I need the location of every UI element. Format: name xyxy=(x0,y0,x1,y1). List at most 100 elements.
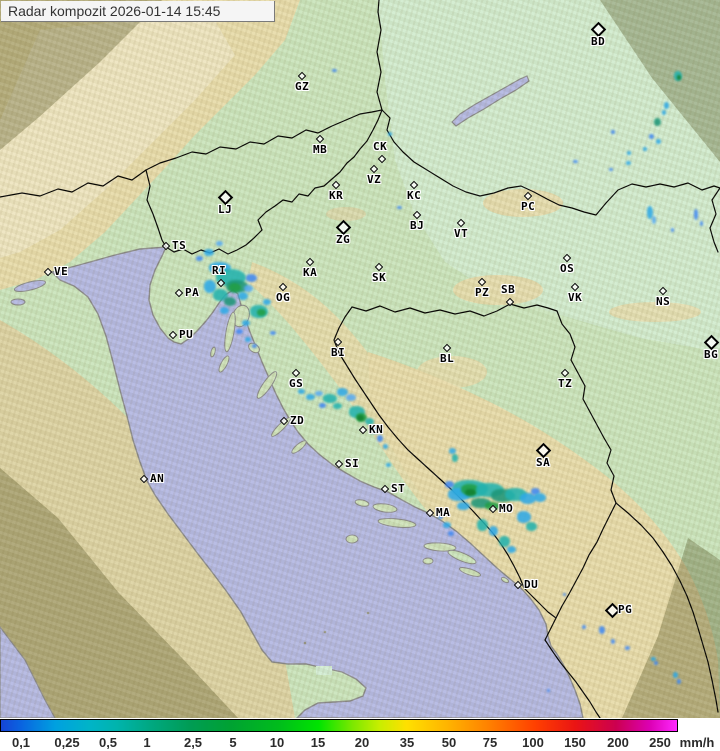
station-label-SB: SB xyxy=(501,283,516,296)
station-label-ZD: ZD xyxy=(290,414,305,427)
station-marker-RI xyxy=(216,278,225,287)
radar-echo xyxy=(336,388,348,396)
radar-echo xyxy=(464,488,476,496)
station-label-GZ: GZ xyxy=(295,80,310,93)
tyrrhenian-sea xyxy=(0,626,56,718)
legend-tick-10: 10 xyxy=(269,735,285,750)
radar-echo xyxy=(624,646,630,650)
station-marker-GZ xyxy=(297,71,306,80)
station-marker-DU xyxy=(513,580,522,589)
radar-echo xyxy=(488,526,498,536)
station-marker-KN xyxy=(358,425,367,434)
station-marker-BL xyxy=(442,343,451,352)
station-label-ST: ST xyxy=(391,482,406,495)
station-label-LJ: LJ xyxy=(218,203,233,216)
station-label-OS: OS xyxy=(560,262,575,275)
legend-tick-0_1: 0,1 xyxy=(11,735,31,750)
radar-echo xyxy=(242,320,250,326)
station-marker-BI xyxy=(333,337,342,346)
radar-echo xyxy=(546,688,550,692)
radar-echo xyxy=(204,248,214,256)
map-title-bar: Radar kompozit 2026-01-14 15:45 xyxy=(1,1,275,22)
radar-map: VE TS PA PU RI OG KA LJ GZ MB CK VZ KR KC ZG BJ VT SK PC OS… xyxy=(0,0,720,718)
station-marker-GS xyxy=(291,368,300,377)
station-marker-PA xyxy=(174,288,183,297)
station-marker-CK xyxy=(377,154,386,163)
station-label-VE: VE xyxy=(54,265,69,278)
station-label-BI: BI xyxy=(331,346,346,359)
station-marker-OG xyxy=(278,282,287,291)
station-marker-KR xyxy=(331,180,340,189)
station-marker-PC xyxy=(523,191,532,200)
radar-echo xyxy=(332,403,342,409)
radar-echo xyxy=(331,68,337,72)
radar-echo xyxy=(611,130,615,134)
radar-echo xyxy=(652,216,656,224)
radar-echo xyxy=(672,672,678,678)
map-title: Radar kompozit 2026-01-14 15:45 xyxy=(8,3,221,19)
station-label-PU: PU xyxy=(179,328,194,341)
station-label-BL: BL xyxy=(440,352,455,365)
radar-echo xyxy=(650,657,656,661)
station-label-PZ: PZ xyxy=(475,286,490,299)
station-label-MO: MO xyxy=(499,502,514,515)
station-label-PC: PC xyxy=(521,200,536,213)
radar-echo xyxy=(204,279,216,293)
legend-tick-20: 20 xyxy=(354,735,370,750)
radar-echo xyxy=(245,274,257,282)
legend-tick-200: 200 xyxy=(607,735,629,750)
legend-tick-15: 15 xyxy=(310,735,326,750)
station-label-MB: MB xyxy=(313,143,328,156)
legend-tick-35: 35 xyxy=(399,735,415,750)
station-label-VK: VK xyxy=(568,291,583,304)
radar-echo xyxy=(385,463,391,467)
station-marker-MA xyxy=(425,508,434,517)
station-label-TS: TS xyxy=(172,239,187,252)
station-marker-SK xyxy=(374,262,383,271)
station-label-BJ: BJ xyxy=(410,219,425,232)
radar-echo xyxy=(517,511,531,523)
station-marker-KC xyxy=(409,180,418,189)
radar-echo xyxy=(270,331,276,335)
radar-echo xyxy=(498,535,510,547)
radar-echo xyxy=(662,109,666,115)
station-marker-MO xyxy=(488,504,497,513)
station-marker-KA xyxy=(305,257,314,266)
terrain-map-graphic xyxy=(0,0,720,718)
legend-tick-250: 250 xyxy=(649,735,671,750)
radar-echo xyxy=(609,167,613,171)
station-label-CK: CK xyxy=(373,140,388,153)
radar-echo xyxy=(647,205,653,219)
radar-echo xyxy=(448,530,454,536)
radar-echo xyxy=(663,101,669,109)
station-label-PG: PG xyxy=(618,603,633,616)
station-label-ZG: ZG xyxy=(336,233,351,246)
radar-echo xyxy=(655,138,661,144)
radar-echo xyxy=(625,161,631,165)
station-label-PA: PA xyxy=(185,286,200,299)
intensity-legend: mm/h 0,1 0,25 0,5 1 2,5 5 10 15 20 35 50 75 100 150 20… xyxy=(0,718,720,751)
venetian-lagoon xyxy=(13,280,47,292)
radar-echo xyxy=(323,393,337,403)
colorbar-gradient xyxy=(0,719,678,732)
radar-echo xyxy=(224,296,236,306)
radar-echo xyxy=(256,308,266,316)
station-label-AN: AN xyxy=(150,472,165,485)
radar-echo xyxy=(377,434,383,442)
station-label-VT: VT xyxy=(454,227,469,240)
station-label-KR: KR xyxy=(329,189,344,202)
radar-echo xyxy=(534,492,546,502)
radar-echo xyxy=(530,487,540,495)
station-marker-ZD xyxy=(279,416,288,425)
lake-balaton xyxy=(451,75,530,127)
radar-echo xyxy=(699,220,703,226)
radar-echo xyxy=(677,678,681,684)
station-marker-SI xyxy=(334,459,343,468)
radar-echo xyxy=(525,521,537,531)
radar-echo xyxy=(235,328,243,334)
radar-echo xyxy=(370,424,378,434)
radar-echo xyxy=(318,402,326,408)
radar-echo xyxy=(215,240,223,246)
station-label-SA: SA xyxy=(536,456,551,469)
